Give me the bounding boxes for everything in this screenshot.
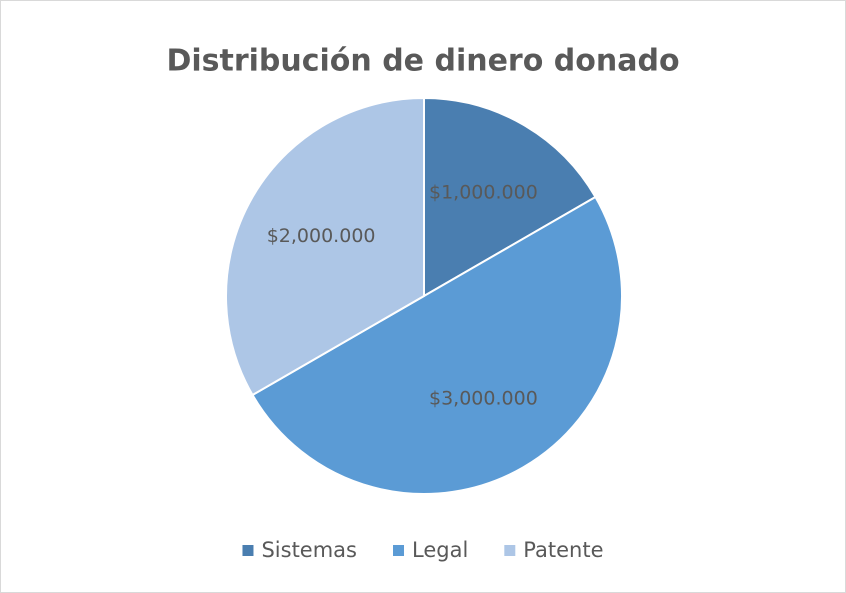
legend-swatch: [504, 545, 516, 556]
data-label: $1,000.000: [429, 182, 538, 204]
legend-label: Sistemas: [261, 538, 357, 562]
data-label: $2,000.000: [267, 225, 376, 247]
legend-label: Legal: [412, 538, 468, 562]
legend-swatch: [393, 545, 405, 556]
legend-swatch: [242, 545, 254, 556]
legend: Sistemas Legal Patente: [242, 538, 604, 562]
pie-slice: [251, 195, 623, 495]
legend-label: Patente: [523, 538, 603, 562]
data-label: $3,000.000: [429, 387, 538, 409]
pie-slice: [225, 96, 425, 397]
chart-title: Distribución de dinero donado: [166, 44, 679, 79]
pie-slice: [423, 96, 597, 298]
